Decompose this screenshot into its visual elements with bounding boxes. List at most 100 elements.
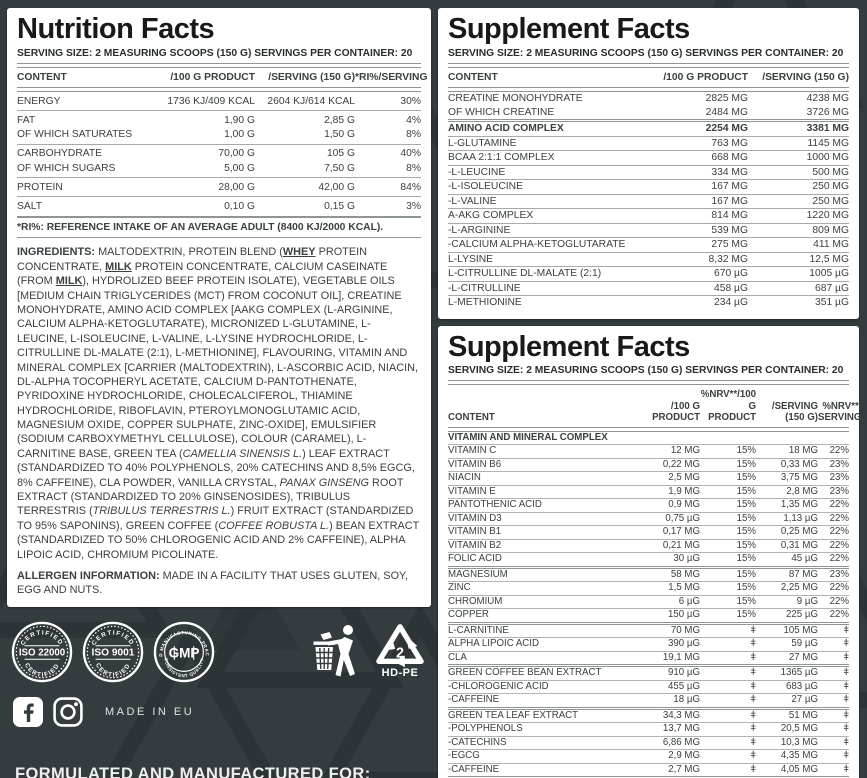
table-cell: 1,35 MG <box>780 499 818 511</box>
table-cell: 0,75 µG <box>665 512 700 524</box>
table-cell: 2254 MG <box>705 123 748 135</box>
table-cell: BCAA 2:1:1 COMPLEX <box>448 152 555 164</box>
manufacturer-heading: FORMULATED AND MANUFACTURED FOR: <box>15 765 371 778</box>
table-cell: 0,9 MG <box>668 499 700 511</box>
table-cell: 22% <box>829 609 849 621</box>
table-cell: 6 µG <box>678 595 700 607</box>
table-cell: ǂ <box>750 667 756 679</box>
column-header: /SERVING (150 G) <box>268 71 355 83</box>
table-cell: VITAMIN E <box>448 485 496 497</box>
table-row: -CHLOROGENIC ACID 455 µG ǂ 683 µG ǂ <box>448 679 849 694</box>
table-cell: VITAMIN D3 <box>448 512 502 524</box>
table-cell: 0,31 MG <box>780 539 818 551</box>
recycle-hdpe-group: 2 HD-PE <box>373 621 427 679</box>
table-cell: 12,5 MG <box>809 253 850 265</box>
table-cell: ǂ <box>750 680 756 692</box>
table-cell: 670 µG <box>714 268 748 280</box>
table-cell: 4,35 MG <box>780 750 818 762</box>
table-cell: 22% <box>829 582 849 594</box>
table-cell: 1,13 µG <box>783 512 818 524</box>
table-cell: CHROMIUM <box>448 595 503 607</box>
table-cell: 42,00 G <box>318 181 355 193</box>
badge-arc-text: CERTIFIED <box>23 662 60 679</box>
table-cell: 683 µG <box>786 680 818 692</box>
iso-9001-badge-icon: CERTIFIED CERTIFIED ISO 9001 <box>82 621 144 683</box>
supplement2-serving-line: SERVING SIZE: 2 MEASURING SCOOPS (150 G)… <box>448 365 844 377</box>
table-cell: 2825 MG <box>705 93 748 105</box>
table-cell: 15% <box>736 539 756 551</box>
table-cell: 1,50 G <box>324 129 355 141</box>
table-cell: SALT <box>17 200 42 212</box>
table-cell: -CAFFEINE <box>448 694 500 706</box>
table-cell: OF WHICH SUGARS <box>17 162 116 174</box>
table-cell: 6,86 MG <box>662 736 700 748</box>
table-row: -CATECHINS 6,86 MG ǂ 10,3 MG ǂ <box>448 735 849 750</box>
allergen-paragraph: ALLERGEN INFORMATION: MADE IN A FACILITY… <box>17 570 408 597</box>
table-row: VITAMIN B2 0,21 MG 15% 0,31 MG 22% <box>448 538 849 553</box>
table-cell: GREEN COFFEE BEAN EXTRACT <box>448 667 602 679</box>
table-cell: L-METHIONINE <box>448 297 522 309</box>
nutrition-table-body: ENERGY 1736 KJ/409 KCAL 2604 KJ/614 KCAL 30… <box>17 92 421 215</box>
table-cell: OF WHICH CREATINE <box>448 106 555 118</box>
table-cell: ǂ <box>750 624 756 636</box>
table-row: GREEN TEA LEAF EXTRACT 34,3 MG ǂ 51 MG ǂ <box>448 706 849 723</box>
recycle-number: 2 <box>396 645 404 661</box>
table-cell: ENERGY <box>17 95 61 107</box>
table-cell: ǂ <box>843 736 849 748</box>
table-cell: 9 µG <box>796 595 818 607</box>
instagram-icon <box>53 697 83 727</box>
table-cell: 351 µG <box>815 297 849 309</box>
table-row: -L-CITRULLINE 458 µG 687 µG <box>448 280 849 296</box>
table-cell: 8,32 MG <box>708 253 749 265</box>
table-cell: VITAMIN B2 <box>448 539 502 551</box>
table-cell: ǂ <box>750 709 756 721</box>
table-cell: 167 MG <box>711 195 748 207</box>
table-row: ENERGY 1736 KJ/409 KCAL 2604 KJ/614 KCAL 30… <box>17 92 421 110</box>
table-cell: 539 MG <box>711 224 748 236</box>
badge-center-text: GMP <box>169 645 200 660</box>
table-cell: 70,00 G <box>218 148 255 160</box>
table-cell: 15% <box>736 553 756 565</box>
table-cell: 22% <box>829 553 849 565</box>
table-cell: 3% <box>406 200 421 212</box>
table-cell: 390 µG <box>668 638 700 650</box>
column-header: %NRV**/100 G PRODUCT <box>700 389 756 423</box>
iso-22000-badge-icon: CERTIFIED CERTIFIED ISO 22000 <box>11 621 73 683</box>
table-cell: 15% <box>736 595 756 607</box>
table-cell: 15% <box>736 609 756 621</box>
table-cell: -L-VALINE <box>448 195 497 207</box>
table-cell: 687 µG <box>815 282 849 294</box>
table-cell: L-LYSINE <box>448 253 494 265</box>
table-cell: MAGNESIUM <box>448 568 508 580</box>
table-cell: COPPER <box>448 609 489 621</box>
table-row: L-GLUTAMINE 763 MG 1145 MG <box>448 135 849 151</box>
table-cell: 1,90 G <box>224 114 255 126</box>
supplement-facts-panel-1: Supplement Facts SERVING SIZE: 2 MEASURI… <box>438 8 859 319</box>
table-cell: 45 µG <box>791 553 818 565</box>
table-cell: 3,75 MG <box>780 472 818 484</box>
badge-center-text: ISO 9001 <box>92 647 135 658</box>
table-cell: 22% <box>829 539 849 551</box>
table-cell: 4,05 MG <box>780 763 818 775</box>
table-cell: ǂ <box>843 709 849 721</box>
table-cell: 22% <box>829 595 849 607</box>
table-row: -CALCIUM ALPHA-KETOGLUTARATE 275 MG 411 MG <box>448 237 849 252</box>
table-cell: -CATECHINS <box>448 736 507 748</box>
table-cell: 3381 MG <box>806 123 849 135</box>
table-cell: 2,85 G <box>324 114 355 126</box>
table-cell: L-CITRULLINE DL-MALATE (2:1) <box>448 268 602 280</box>
table-cell: 0,15 G <box>324 200 355 212</box>
table-cell: 10,3 MG <box>780 736 818 748</box>
table-cell: ǂ <box>750 763 756 775</box>
table-cell: ǂ <box>750 750 756 762</box>
table-cell: AMINO ACID COMPLEX <box>448 123 564 135</box>
table-cell: L-GLUTAMINE <box>448 137 517 149</box>
table-cell: 12 MG <box>670 445 700 457</box>
table-row: VITAMIN B1 0,17 MG 15% 0,25 MG 22% <box>448 525 849 539</box>
table-cell: L-CARNITINE <box>448 624 509 636</box>
table-cell: VITAMIN C <box>448 445 497 457</box>
svg-text:CERTIFIED: CERTIFIED <box>94 662 132 679</box>
divider <box>448 87 849 93</box>
table-cell: 1,9 MG <box>668 485 700 497</box>
